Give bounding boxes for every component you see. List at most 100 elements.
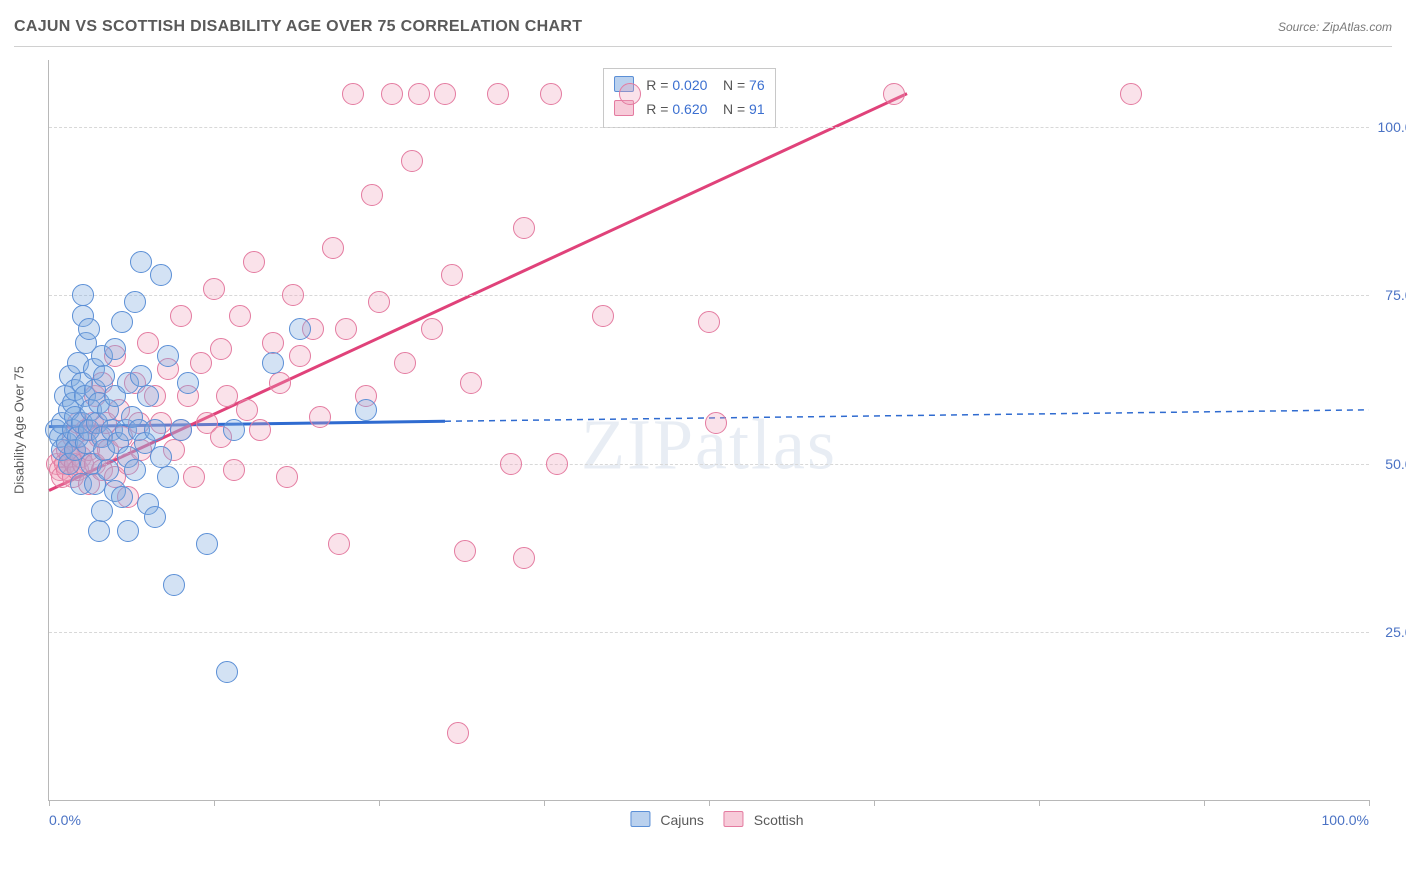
x-tick [1039,800,1040,806]
data-point [236,399,258,421]
y-tick-label: 50.0% [1385,456,1406,472]
data-point [130,251,152,273]
y-tick-label: 25.0% [1385,624,1406,640]
x-tick [1369,800,1370,806]
data-point [394,352,416,374]
data-point [513,547,535,569]
chart-title: CAJUN VS SCOTTISH DISABILITY AGE OVER 75… [14,18,582,35]
data-point [355,399,377,421]
data-point [460,372,482,394]
data-point [592,305,614,327]
data-point [216,661,238,683]
pink-r-value: 0.620 [672,101,707,117]
data-point [170,419,192,441]
y-tick-label: 75.0% [1385,287,1406,303]
y-axis-title: Disability Age Over 75 [12,366,27,494]
data-point [203,278,225,300]
scatter-plot: ZIPatlas R = 0.020 N = 76 R = 0.620 N = … [48,60,1369,801]
data-point [454,540,476,562]
data-point [97,459,119,481]
data-point [91,500,113,522]
r-label: R = [646,77,668,93]
data-point [309,406,331,428]
data-point [117,520,139,542]
x-origin-label: 0.0% [49,812,81,828]
data-point [249,419,271,441]
legend-bottom: Cajuns Scottish [614,811,803,828]
swatch-blue-icon [630,811,650,827]
data-point [124,291,146,313]
data-point [619,83,641,105]
data-point [124,459,146,481]
data-point [289,345,311,367]
data-point [157,466,179,488]
x-tick [709,800,710,806]
pink-n-value: 91 [749,101,765,117]
blue-r-value: 0.020 [672,77,707,93]
data-point [144,419,166,441]
data-point [262,332,284,354]
data-point [150,264,172,286]
data-point [441,264,463,286]
data-point [408,83,430,105]
data-point [111,311,133,333]
legend-pink-label: Scottish [754,812,804,828]
data-point [137,385,159,407]
gridline [49,632,1369,633]
data-point [229,305,251,327]
data-point [322,237,344,259]
x-tick [49,800,50,806]
x-tick [1204,800,1205,806]
swatch-pink-icon [724,811,744,827]
n-label: N = [723,101,745,117]
data-point [368,291,390,313]
data-point [328,533,350,555]
data-point [289,318,311,340]
gridline [49,127,1369,128]
data-point [262,352,284,374]
data-point [223,419,245,441]
data-point [111,486,133,508]
data-point [698,311,720,333]
data-point [78,318,100,340]
data-point [546,453,568,475]
legend-blue-label: Cajuns [660,812,704,828]
data-point [93,365,115,387]
data-point [157,345,179,367]
data-point [540,83,562,105]
source-label: Source: ZipAtlas.com [1278,20,1392,34]
gridline [49,295,1369,296]
x-tick [379,800,380,806]
data-point [282,284,304,306]
data-point [72,284,94,306]
data-point [1120,83,1142,105]
data-point [276,466,298,488]
data-point [381,83,403,105]
data-point [335,318,357,340]
data-point [361,184,383,206]
data-point [88,520,110,542]
r-label: R = [646,101,668,117]
y-tick-label: 100.0% [1378,119,1406,135]
data-point [705,412,727,434]
data-point [269,372,291,394]
x-max-label: 100.0% [1322,812,1369,828]
gridline [49,464,1369,465]
data-point [500,453,522,475]
data-point [196,533,218,555]
data-point [487,83,509,105]
x-tick [214,800,215,806]
data-point [883,83,905,105]
data-point [137,332,159,354]
data-point [104,338,126,360]
data-point [144,506,166,528]
data-point [170,305,192,327]
data-point [421,318,443,340]
data-point [150,446,172,468]
data-point [163,574,185,596]
data-point [177,372,199,394]
n-label: N = [723,77,745,93]
data-point [223,459,245,481]
x-tick [544,800,545,806]
data-point [342,83,364,105]
